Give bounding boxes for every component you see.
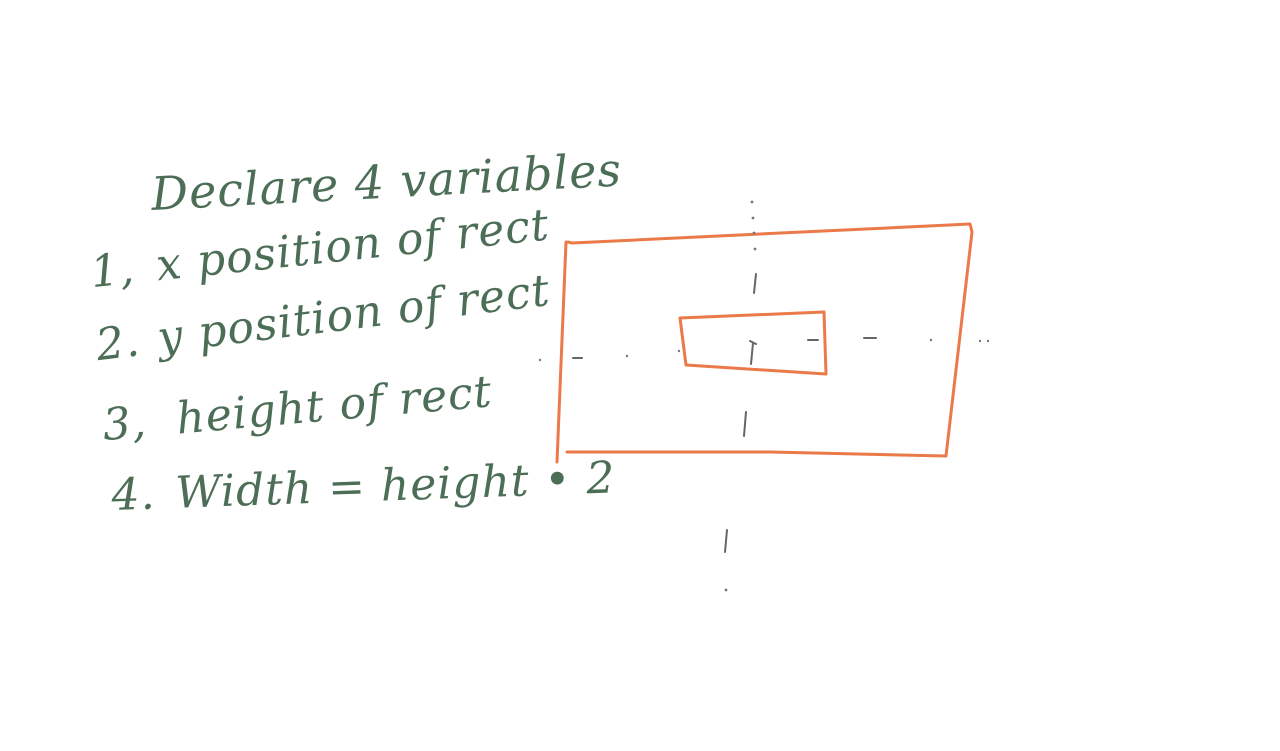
vertical-center-guide	[724, 200, 757, 592]
list-item-3: 3, height of rect	[101, 366, 495, 451]
notes: Declare 4 variables 1, x position of rec…	[88, 142, 623, 521]
list-item-number: 4.	[110, 468, 157, 521]
list-item-4: 4. Width = height • 2	[110, 452, 617, 521]
list-item-number: 2.	[92, 315, 143, 371]
inner-rectangle	[678, 310, 828, 376]
list-item-text: Width = height • 2	[175, 452, 617, 518]
horizontal-center-guide	[538, 337, 990, 362]
list-item-number: 3,	[101, 396, 149, 451]
list-item-number: 1,	[88, 243, 137, 298]
list-item-text: height of rect	[174, 366, 494, 444]
notes-title: Declare 4 variables	[149, 142, 623, 221]
outer-rectangle	[555, 222, 974, 464]
